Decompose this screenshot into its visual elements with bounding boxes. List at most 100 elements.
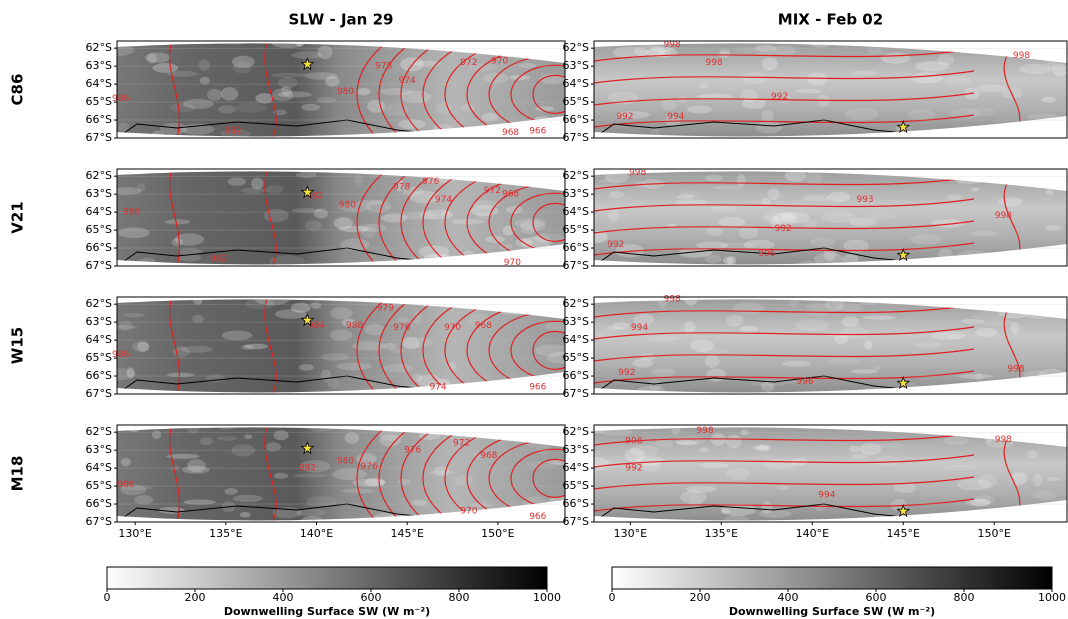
cloud [761, 501, 773, 514]
contour-line [594, 92, 975, 106]
contour-label: 982 [306, 191, 323, 201]
cloud [684, 299, 698, 306]
site-marker [300, 185, 315, 199]
cloud [852, 70, 878, 76]
cloud [752, 445, 769, 451]
cloud [412, 60, 442, 67]
cloud [406, 388, 425, 393]
cloud [969, 230, 998, 237]
contour-line [594, 304, 975, 318]
contour-label: 974 [435, 195, 452, 205]
cloud [956, 478, 992, 491]
cloud [251, 177, 264, 190]
cloud [291, 208, 322, 213]
cloud [605, 326, 624, 331]
cloud [317, 45, 333, 60]
cloud [498, 243, 514, 250]
cloud [117, 325, 138, 330]
lat-tick-label: 66°S [563, 369, 589, 382]
cloud [947, 194, 963, 201]
cloud [413, 311, 422, 325]
lat-tick-label: 66°S [563, 241, 589, 254]
lat-tick-label: 62°S [563, 169, 589, 182]
cloud [976, 84, 1007, 93]
cloud [721, 509, 730, 514]
cloud [316, 97, 337, 104]
cloud [772, 45, 797, 56]
contour-line [378, 43, 565, 137]
cloud [518, 518, 528, 521]
colorbar [611, 566, 1053, 590]
coastline [594, 375, 935, 393]
cloud [277, 91, 312, 98]
cloud [690, 339, 715, 353]
cloud [255, 93, 274, 104]
cloud [1018, 429, 1040, 443]
lon-tick-label: 135°E [705, 527, 738, 540]
cloud [761, 198, 771, 207]
colorbar-tick-label: 400 [778, 591, 799, 604]
lat-tick-label: 64°S [86, 205, 112, 218]
lat-tick-label: 64°S [563, 205, 589, 218]
cloud [306, 495, 337, 508]
cloud [535, 344, 565, 357]
contour-label: 994 [818, 491, 835, 501]
map-panel [594, 43, 1067, 137]
lat-tick-label: 65°S [86, 223, 112, 236]
cloud [840, 326, 869, 339]
panel-frame [593, 296, 1068, 395]
contour-label: 998 [629, 168, 646, 178]
cloud [822, 210, 856, 224]
cloud [122, 313, 145, 318]
cloud [409, 190, 440, 204]
contour-label: 978 [375, 62, 392, 72]
contour-line [400, 43, 565, 137]
contour-line [594, 220, 975, 234]
contour-line [356, 427, 565, 521]
cloud [828, 356, 860, 364]
cloud [379, 434, 401, 447]
cloud [849, 445, 861, 453]
contour-label: 998 [625, 437, 642, 447]
cloud [549, 459, 565, 465]
cloud [511, 175, 528, 184]
cloud [535, 106, 554, 112]
contour-label: 992 [607, 240, 624, 250]
cloud [953, 131, 964, 137]
cloud [805, 303, 831, 310]
contour-line [400, 299, 565, 393]
cloud [683, 320, 696, 334]
contour-label: 979 [377, 303, 394, 313]
contour-label: 982 [224, 126, 241, 136]
cloud [967, 106, 995, 117]
cloud [271, 43, 304, 49]
cloud [687, 105, 713, 114]
cloud [336, 362, 372, 371]
contour-label: 970 [460, 507, 477, 517]
cloud [187, 459, 206, 473]
cloud [520, 227, 538, 234]
cloud [598, 178, 615, 184]
lat-tick-label: 62°S [86, 297, 112, 310]
cloud [468, 63, 498, 72]
contour-line [594, 432, 975, 446]
cloud [948, 334, 961, 340]
cloud [327, 377, 340, 390]
contour-line [594, 326, 975, 340]
lat-tick-label: 64°S [86, 77, 112, 90]
cloud [859, 299, 879, 306]
lat-tick-label: 63°S [563, 187, 589, 200]
cloud [657, 299, 667, 308]
cloud [655, 438, 675, 448]
cloud [834, 333, 848, 345]
cloud [741, 72, 768, 85]
cloud [850, 369, 878, 374]
cloud [537, 443, 550, 455]
contour-line [400, 171, 565, 265]
cloud [743, 239, 776, 250]
cloud [907, 108, 936, 120]
cloud [608, 209, 620, 222]
cloud [523, 496, 547, 509]
cloud [1057, 47, 1067, 57]
cloud [159, 122, 188, 135]
